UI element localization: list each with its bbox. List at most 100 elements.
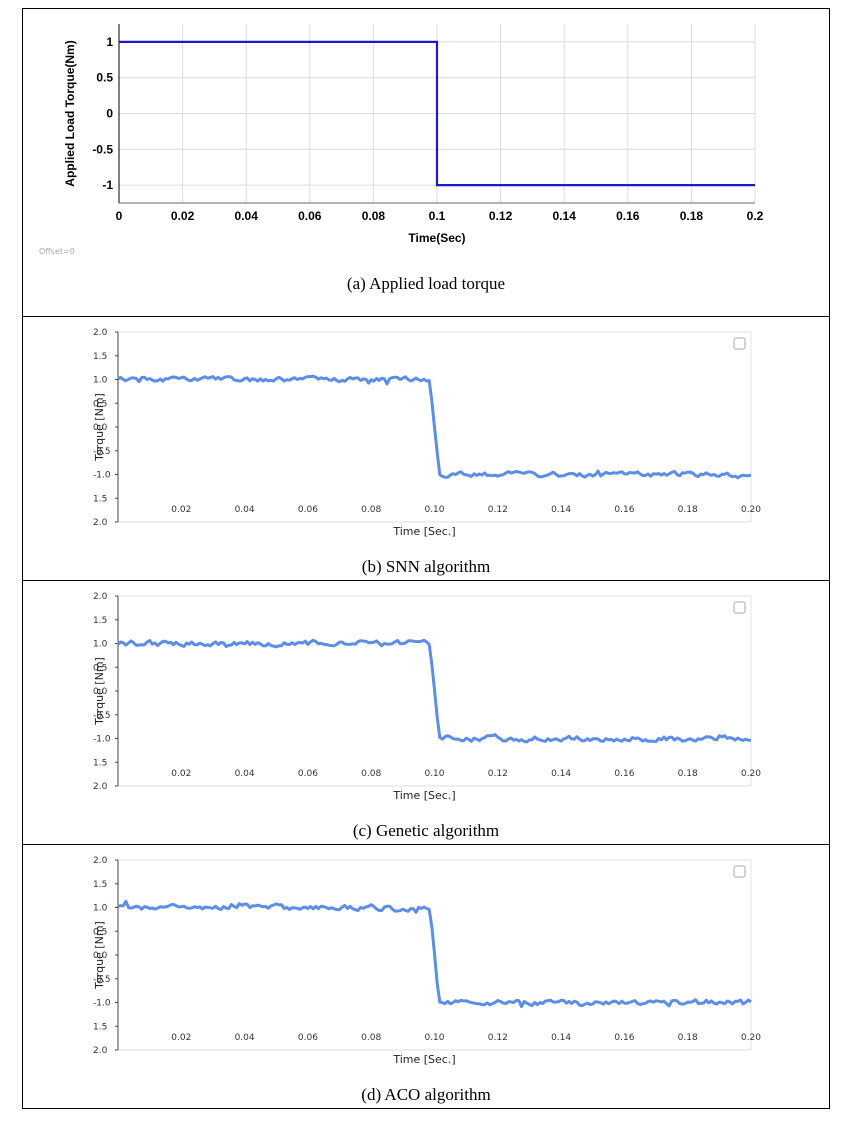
y-tick-label: 0.0	[93, 687, 108, 697]
x-tick-label: 0.08	[362, 209, 386, 223]
x-tick-label: 0.20	[741, 1033, 761, 1043]
offset-label: Offset=0	[39, 247, 75, 256]
y-tick-label: -0.5	[93, 711, 111, 721]
y-tick-label: -0.5	[93, 447, 111, 457]
y-axis-title: Applied Load Torque(Nm)	[63, 40, 77, 186]
y-tick-label: -1	[102, 178, 113, 192]
x-tick-label: 0.06	[298, 1033, 318, 1043]
x-axis-title: Time [Sec.]	[392, 1053, 455, 1066]
y-tick-label: 0.5	[93, 399, 107, 409]
x-tick-label: 0.08	[361, 505, 381, 515]
legend-box	[733, 337, 746, 350]
panel-applied-load-torque: 0 0.02 0.04 0.06 0.08 0.1 0.12 0.14 0.16 0.18 0.2 1…	[22, 8, 830, 317]
x-axis-title: Time [Sec.]	[392, 525, 455, 538]
y-tick-label: 2.0	[93, 328, 108, 338]
x-tick-label: 0.14	[551, 769, 571, 779]
x-tick-label: 0.08	[361, 1033, 381, 1043]
x-tick-label: 0.14	[551, 505, 571, 515]
x-tick-label: 0.12	[488, 1033, 508, 1043]
x-tick-label: 0.12	[489, 209, 513, 223]
y-tick-label: -1.0	[93, 471, 111, 481]
caption-c: (c) Genetic algorithm	[352, 821, 500, 840]
y-tick-label: 0.5	[96, 71, 113, 85]
panel-aco-algorithm: 2.0 1.5 1.0 0.5 0.0 -0.5 -1.0 1.5 2.0 0.02 0.04 0.0…	[22, 844, 830, 1109]
y-tick-label: 1	[106, 35, 113, 49]
x-tick-label: 0.18	[680, 209, 704, 223]
x-tick-label: 0.06	[298, 769, 318, 779]
y-tick-label: 2.0	[93, 518, 108, 528]
series-line-torque	[117, 374, 752, 480]
y-tick-label: 1.5	[93, 1022, 107, 1032]
x-tick-label: 0.20	[741, 505, 761, 515]
x-tick-label: 0.06	[298, 505, 318, 515]
x-tick-label: 0.10	[424, 505, 444, 515]
x-tick-label: 0.14	[551, 1033, 571, 1043]
y-tick-label: 1.0	[93, 640, 108, 650]
y-tick-label: 0.0	[93, 423, 108, 433]
y-tick-label: 0.0	[93, 951, 108, 961]
x-tick-label: 0.08	[361, 769, 381, 779]
series-line-applied-load-torque	[119, 40, 755, 187]
x-tick-label: 0.04	[235, 769, 255, 779]
caption-b: (b) SNN algorithm	[361, 557, 491, 576]
x-tick-label: 0.1	[429, 209, 446, 223]
y-tick-label: 1.0	[93, 376, 108, 386]
x-tick-label: 0.04	[235, 505, 255, 515]
y-tick-label: 0.5	[93, 663, 107, 673]
y-tick-label: 1.5	[93, 352, 107, 362]
chart-aco-torque: 2.0 1.5 1.0 0.5 0.0 -0.5 -1.0 1.5 2.0 0.02 0.04 0.0…	[93, 856, 761, 1066]
x-tick-label: 0.10	[424, 1033, 444, 1043]
x-tick-label: 0.14	[553, 209, 577, 223]
x-tick-label: 0.02	[171, 209, 195, 223]
x-tick-label: 0.04	[235, 1033, 255, 1043]
x-tick-label: 0.18	[678, 1033, 698, 1043]
y-tick-label: -1.0	[93, 999, 111, 1009]
series-line-torque	[116, 638, 752, 744]
chart-genetic-torque: 2.0 1.5 1.0 0.5 0.0 -0.5 -1.0 1.5 2.0 0.02 0.04 0.0…	[93, 592, 761, 802]
x-tick-label: 0.16	[614, 1033, 634, 1043]
y-axis-title: Torque [Nm]	[93, 921, 106, 990]
y-tick-label: 0.5	[93, 927, 107, 937]
legend-box	[733, 601, 746, 614]
y-axis-title: Torque [Nm]	[93, 393, 106, 462]
y-tick-label: 1.5	[93, 880, 107, 890]
y-tick-label: 2.0	[93, 782, 108, 792]
y-tick-label: -0.5	[93, 975, 111, 985]
series-line-torque	[117, 899, 752, 1009]
y-tick-label: -0.5	[92, 142, 113, 156]
x-tick-label: 0.16	[614, 505, 634, 515]
x-tick-label: 0.02	[171, 505, 191, 515]
y-tick-label: 1.5	[93, 616, 107, 626]
chart-applied-load-torque: 0 0.02 0.04 0.06 0.08 0.1 0.12 0.14 0.16 0.18 0.2 1…	[39, 24, 764, 256]
x-tick-label: 0.18	[678, 769, 698, 779]
x-tick-label: 0.10	[424, 769, 444, 779]
x-tick-label: 0.02	[171, 769, 191, 779]
x-tick-label: 0.16	[616, 209, 640, 223]
panel-snn-algorithm: 2.0 1.5 1.0 0.5 0.0 -0.5 -1.0 1.5 2.0 0.02 0.04 0.0…	[22, 316, 830, 581]
y-tick-label: 0	[106, 107, 113, 121]
x-tick-label: 0.04	[235, 209, 259, 223]
x-tick-label: 0.02	[171, 1033, 191, 1043]
x-tick-label: 0.12	[488, 505, 508, 515]
x-tick-label: 0.20	[741, 769, 761, 779]
y-tick-label: 2.0	[93, 1046, 108, 1056]
x-tick-label: 0.12	[488, 769, 508, 779]
x-tick-label: 0.2	[747, 209, 764, 223]
y-tick-label: 2.0	[93, 592, 108, 602]
x-tick-label: 0.06	[298, 209, 322, 223]
caption-d: (d) ACO algorithm	[361, 1085, 491, 1104]
x-tick-label: 0.18	[678, 505, 698, 515]
y-axis-title: Torque [Nm]	[93, 657, 106, 726]
panel-genetic-algorithm: 2.0 1.5 1.0 0.5 0.0 -0.5 -1.0 1.5 2.0 0.02 0.04 0.0…	[22, 580, 830, 845]
legend-box	[733, 865, 746, 878]
x-axis-title: Time(Sec)	[408, 231, 465, 245]
x-tick-label: 0.16	[614, 769, 634, 779]
chart-snn-torque: 2.0 1.5 1.0 0.5 0.0 -0.5 -1.0 1.5 2.0 0.02 0.04 0.0…	[93, 328, 761, 538]
x-tick-label: 0	[116, 209, 123, 223]
x-axis-title: Time [Sec.]	[392, 789, 455, 802]
y-tick-label: 1.0	[93, 904, 108, 914]
caption-a: (a) Applied load torque	[346, 274, 506, 293]
y-tick-label: 2.0	[93, 856, 108, 866]
y-tick-label: -1.0	[93, 735, 111, 745]
y-tick-label: 1.5	[93, 494, 107, 504]
